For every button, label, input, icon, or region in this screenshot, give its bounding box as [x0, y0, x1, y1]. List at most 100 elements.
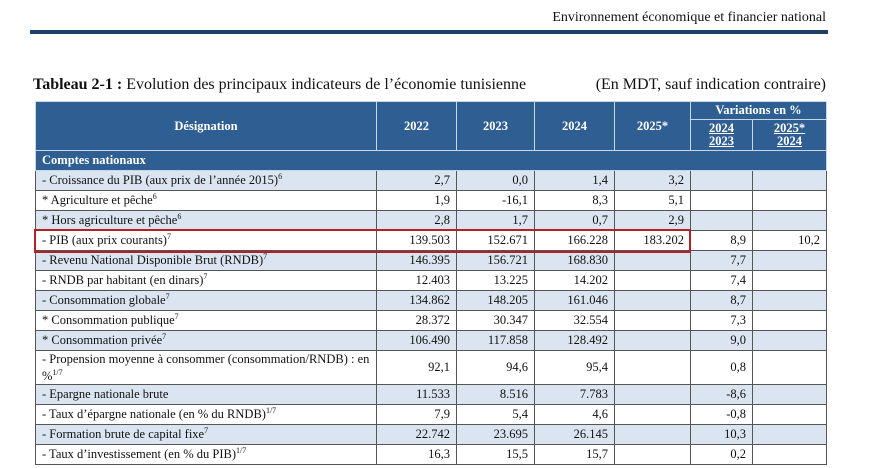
row-label: * Hors agriculture et pêche6: [35, 210, 377, 231]
running-header: Environnement économique et financier na…: [552, 10, 826, 25]
data-row: * Consommation publique7 28.372 30.347 32.5…: [35, 310, 828, 331]
cell: 22.742: [376, 424, 457, 445]
cell: 5,1: [614, 190, 691, 211]
section-label: Comptes nationaux: [34, 150, 828, 171]
cell: 0,7: [534, 210, 615, 231]
footnote-ref: 7: [174, 312, 179, 322]
cell: 94,6: [456, 350, 535, 385]
cell: 7,9: [376, 404, 457, 425]
data-row: - Taux d’épargne nationale (en % du RNDB…: [35, 404, 828, 425]
row-label: - RNDB par habitant (en dinars)7: [35, 270, 377, 291]
cell: [751, 384, 828, 405]
cell: [690, 170, 753, 191]
cell: 8,9: [690, 230, 753, 251]
label-text: * Agriculture et pêche: [42, 193, 153, 208]
cell: 8,7: [690, 290, 753, 311]
cell: 32.554: [534, 310, 615, 331]
cell: 92,1: [376, 350, 457, 385]
cell: 156.721: [456, 250, 535, 271]
cell: [751, 310, 828, 331]
cell: 4,6: [534, 404, 615, 425]
data-row: * Consommation privée7 106.490 117.858 128.…: [35, 330, 828, 351]
row-label: - Epargne nationale brute: [35, 384, 377, 405]
row-label: - Revenu National Disponible Brut (RNDB)…: [35, 250, 377, 271]
cell: 106.490: [376, 330, 457, 351]
col-group-header: Variations en %: [689, 101, 828, 120]
cell: 10,3: [690, 424, 753, 445]
col-header: 2024: [534, 101, 615, 151]
data-row: * Hors agriculture et pêche6 2,8 1,7 0,7 2,9: [35, 210, 828, 231]
cell: 117.858: [456, 330, 535, 351]
title-text: Evolution des principaux indicateurs de …: [126, 76, 527, 93]
cell: [614, 444, 691, 465]
cell: 1,7: [456, 210, 535, 231]
data-table: Désignation 2022 2023 2024 2025* Variati…: [34, 101, 828, 465]
cell: 148.205: [456, 290, 535, 311]
cell: [751, 350, 828, 385]
row-label: * Consommation privée7: [35, 330, 377, 351]
cell: -8,6: [690, 384, 753, 405]
cell: [751, 250, 828, 271]
label-text: * Consommation publique: [42, 313, 175, 328]
data-row: - RNDB par habitant (en dinars)7 12.403 13…: [35, 270, 828, 291]
cell: 0,2: [690, 444, 753, 465]
cell: 16,3: [376, 444, 457, 465]
label-text: - Croissance du PIB (aux prix de l’année…: [42, 173, 279, 188]
cell: -16,1: [456, 190, 535, 211]
cell: [614, 384, 691, 405]
data-row: - Epargne nationale brute 11.533 8.516 7.78…: [35, 384, 828, 405]
cell: 12.403: [376, 270, 457, 291]
cell: 9,0: [690, 330, 753, 351]
cell: 11.533: [376, 384, 457, 405]
data-row: - PIB (aux prix courants)7 139.503 152.671…: [35, 230, 828, 251]
unit-note: (En MDT, sauf indication contraire): [595, 76, 826, 93]
label-text: - RNDB par habitant (en dinars): [42, 273, 204, 288]
cell: [614, 424, 691, 445]
cell: 13.225: [456, 270, 535, 291]
cell: [614, 310, 691, 331]
title-left: Tableau 2-1 : Evolution des principaux i…: [33, 76, 526, 94]
cell: [614, 350, 691, 385]
row-label: - Taux d’investissement (en % du PIB)1/7: [35, 444, 377, 465]
cell: [614, 270, 691, 291]
cell: [751, 190, 828, 211]
label-text: - Propension moyenne à consommer (consom…: [42, 351, 370, 384]
row-label: - Propension moyenne à consommer (consom…: [35, 350, 377, 385]
cell: 166.228: [534, 230, 615, 251]
row-label: * Agriculture et pêche6: [35, 190, 377, 211]
footnote-ref: 7: [162, 332, 167, 342]
footnote-ref: 1/7: [52, 367, 63, 377]
cell: 5,4: [456, 404, 535, 425]
cell: 0,0: [456, 170, 535, 191]
cell: 14.202: [534, 270, 615, 291]
label-text: * Hors agriculture et pêche: [42, 213, 178, 228]
cell: 139.503: [376, 230, 457, 251]
cell: [751, 210, 828, 231]
variation-top: 2024: [709, 121, 734, 135]
cell: 146.395: [376, 250, 457, 271]
data-row: - Formation brute de capital fixe7 22.742…: [35, 424, 828, 445]
row-label: * Consommation publique7: [35, 310, 377, 331]
cell: 128.492: [534, 330, 615, 351]
cell: 95,4: [534, 350, 615, 385]
cell: 134.862: [376, 290, 457, 311]
cell: 7,7: [690, 250, 753, 271]
label-text: - Taux d’épargne nationale (en % du RNDB…: [42, 407, 266, 422]
data-row: - Taux d’investissement (en % du PIB)1/7…: [35, 444, 828, 465]
cell: 168.830: [534, 250, 615, 271]
cell: [751, 270, 828, 291]
cell: -0,8: [690, 404, 753, 425]
cell: [751, 330, 828, 351]
footnote-ref: 6: [177, 212, 182, 222]
row-label: - Formation brute de capital fixe7: [35, 424, 377, 445]
footnote-ref: 1/7: [236, 446, 247, 456]
label-text: - Taux d’investissement (en % du PIB): [42, 447, 237, 462]
title-prefix: Tableau 2-1 :: [33, 76, 123, 93]
cell: 28.372: [376, 310, 457, 331]
data-row: - Consommation globale7 134.862 148.205 161…: [35, 290, 828, 311]
row-label: - Taux d’épargne nationale (en % du RNDB…: [35, 404, 377, 425]
label-text: - Consommation globale: [42, 293, 166, 308]
cell: [614, 404, 691, 425]
footnote-ref: 6: [152, 192, 157, 202]
